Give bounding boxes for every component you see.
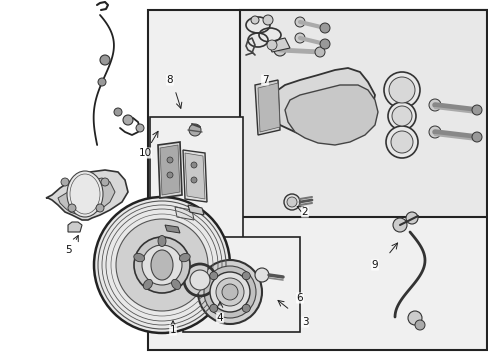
Circle shape xyxy=(242,304,250,312)
Text: 5: 5 xyxy=(64,245,71,255)
Ellipse shape xyxy=(179,253,190,262)
Ellipse shape xyxy=(158,235,165,247)
Circle shape xyxy=(250,16,259,24)
Circle shape xyxy=(191,177,197,183)
Circle shape xyxy=(114,108,122,116)
Ellipse shape xyxy=(171,279,180,289)
Polygon shape xyxy=(58,178,115,215)
Circle shape xyxy=(388,77,414,103)
Ellipse shape xyxy=(143,279,152,289)
Circle shape xyxy=(68,204,76,212)
Circle shape xyxy=(383,72,419,108)
Polygon shape xyxy=(164,225,180,233)
Polygon shape xyxy=(267,68,374,140)
Circle shape xyxy=(189,124,201,136)
Polygon shape xyxy=(183,150,206,202)
Circle shape xyxy=(387,102,415,130)
Text: 4: 4 xyxy=(216,313,223,323)
Circle shape xyxy=(209,272,249,312)
Bar xyxy=(150,117,243,252)
Circle shape xyxy=(405,212,417,224)
Circle shape xyxy=(142,245,182,285)
Circle shape xyxy=(101,178,109,186)
Circle shape xyxy=(167,157,173,163)
Circle shape xyxy=(191,162,197,168)
Circle shape xyxy=(136,124,143,132)
Circle shape xyxy=(392,218,406,232)
Text: 3: 3 xyxy=(301,317,307,327)
Bar xyxy=(148,10,486,350)
Circle shape xyxy=(96,204,104,212)
Circle shape xyxy=(284,194,299,210)
Ellipse shape xyxy=(151,250,173,280)
Polygon shape xyxy=(184,153,204,199)
Circle shape xyxy=(203,266,256,318)
Text: 8: 8 xyxy=(166,75,173,85)
Text: 6: 6 xyxy=(296,293,303,303)
Circle shape xyxy=(471,105,481,115)
Polygon shape xyxy=(267,38,289,52)
Text: 1: 1 xyxy=(169,325,176,335)
Circle shape xyxy=(273,44,285,56)
Circle shape xyxy=(222,284,238,300)
Circle shape xyxy=(116,219,207,311)
Circle shape xyxy=(254,268,268,282)
Circle shape xyxy=(123,115,133,125)
Circle shape xyxy=(407,311,421,325)
Text: 7: 7 xyxy=(261,75,268,85)
Circle shape xyxy=(209,272,217,280)
Circle shape xyxy=(263,15,272,25)
Text: 9: 9 xyxy=(371,260,378,270)
Circle shape xyxy=(428,126,440,138)
Circle shape xyxy=(100,55,110,65)
Circle shape xyxy=(319,23,329,33)
Circle shape xyxy=(294,33,305,43)
Polygon shape xyxy=(254,80,280,135)
Circle shape xyxy=(319,39,329,49)
Polygon shape xyxy=(68,222,82,232)
Polygon shape xyxy=(158,142,182,198)
Circle shape xyxy=(314,47,325,57)
Bar xyxy=(183,237,299,332)
Circle shape xyxy=(134,237,190,293)
Circle shape xyxy=(94,197,229,333)
Circle shape xyxy=(471,132,481,142)
Polygon shape xyxy=(285,85,377,145)
Polygon shape xyxy=(187,205,203,215)
Circle shape xyxy=(61,178,69,186)
Circle shape xyxy=(198,260,262,324)
Circle shape xyxy=(414,320,424,330)
Ellipse shape xyxy=(134,253,144,262)
Circle shape xyxy=(286,197,296,207)
Circle shape xyxy=(266,40,276,50)
Circle shape xyxy=(390,131,412,153)
Polygon shape xyxy=(160,145,180,195)
Text: 2: 2 xyxy=(301,207,307,217)
Circle shape xyxy=(190,270,209,290)
Polygon shape xyxy=(46,170,128,220)
Circle shape xyxy=(385,126,417,158)
Polygon shape xyxy=(175,207,194,220)
Circle shape xyxy=(294,17,305,27)
Text: 10: 10 xyxy=(138,148,151,158)
Polygon shape xyxy=(258,83,280,132)
Circle shape xyxy=(391,106,411,126)
Circle shape xyxy=(167,172,173,178)
Circle shape xyxy=(209,304,217,312)
Bar xyxy=(240,10,486,217)
Ellipse shape xyxy=(67,171,103,217)
Circle shape xyxy=(428,99,440,111)
Circle shape xyxy=(216,278,244,306)
Circle shape xyxy=(242,272,250,280)
Circle shape xyxy=(98,78,106,86)
